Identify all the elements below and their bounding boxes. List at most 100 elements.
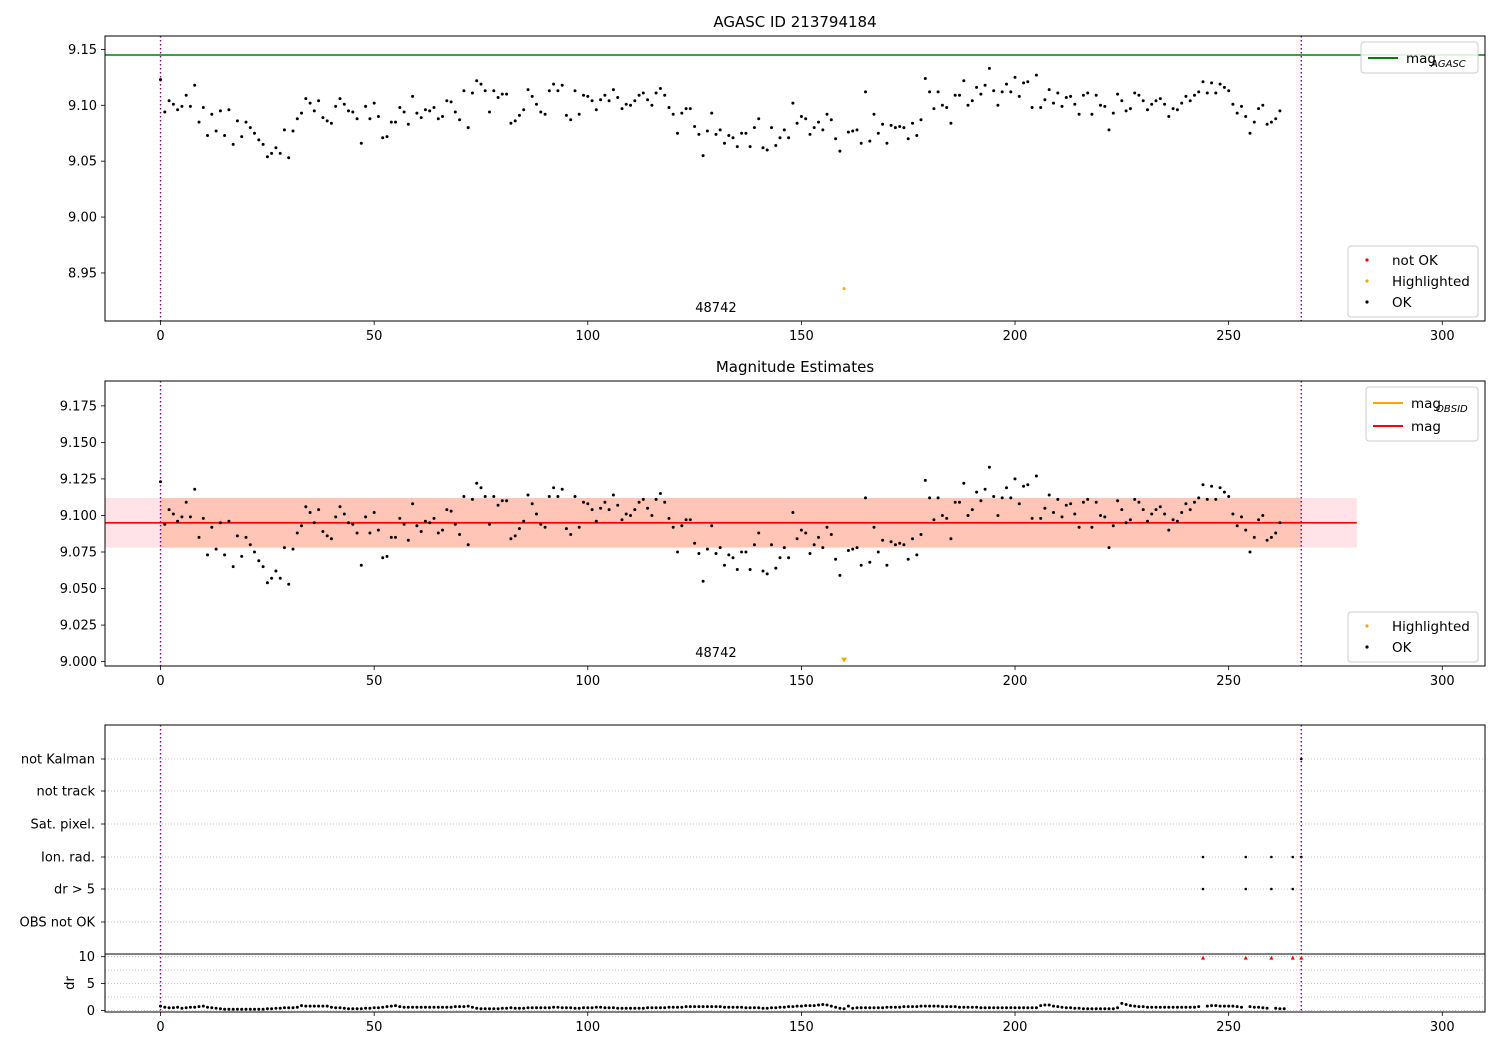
- ok-point: [859, 563, 863, 567]
- dr-point: [308, 1004, 312, 1008]
- ok-point: [347, 109, 350, 113]
- ok-point: [368, 117, 372, 121]
- ok-point: [1188, 508, 1192, 512]
- dr-point: [1077, 1006, 1081, 1010]
- ok-point: [176, 519, 180, 523]
- axes-frame: [104, 35, 1486, 322]
- dr-point: [979, 1006, 983, 1010]
- dr-point: [1210, 1004, 1214, 1008]
- ok-point: [962, 481, 966, 485]
- ok-point: [1120, 99, 1124, 103]
- ok-point: [633, 508, 637, 512]
- ok-point: [556, 89, 560, 93]
- dr-point: [334, 1006, 338, 1010]
- dr-point: [825, 1003, 829, 1007]
- dr-point: [282, 1006, 286, 1010]
- ok-point: [714, 552, 718, 555]
- ok-point: [1244, 528, 1248, 532]
- dr-clipped-marker: [1299, 955, 1304, 960]
- dr-point: [889, 1005, 893, 1009]
- dr-point: [671, 1005, 675, 1009]
- ok-point: [1167, 115, 1171, 118]
- ok-point: [500, 499, 504, 503]
- ok-point: [911, 121, 914, 125]
- ok-point: [432, 106, 436, 109]
- ok-point: [1052, 511, 1055, 514]
- dr-point: [342, 1006, 346, 1010]
- ok-point: [376, 528, 380, 532]
- y-tick-label: 9.100: [60, 509, 97, 524]
- y-tick-label: 9.10: [68, 99, 97, 114]
- ok-point: [616, 503, 620, 507]
- ok-point: [522, 108, 526, 112]
- ok-point: [359, 141, 363, 145]
- ok-point: [723, 141, 726, 145]
- ok-point: [599, 506, 603, 510]
- ok-point: [253, 131, 256, 135]
- dr-point: [876, 1006, 880, 1010]
- ok-point: [321, 530, 325, 533]
- ok-point: [351, 522, 355, 526]
- ok-point: [577, 112, 581, 116]
- dr-point: [411, 1005, 415, 1009]
- ok-point: [530, 502, 534, 506]
- dr-point: [492, 1007, 496, 1011]
- ok-point: [274, 146, 278, 150]
- ok-point: [253, 550, 256, 554]
- x-tick-label: 150: [789, 1020, 814, 1035]
- ok-point: [1077, 525, 1081, 529]
- ok-point: [270, 576, 274, 580]
- ok-point: [688, 518, 692, 522]
- dr-point: [1005, 1006, 1008, 1010]
- dr-point: [701, 1005, 705, 1009]
- ok-point: [201, 106, 205, 109]
- ok-point: [945, 516, 949, 520]
- ok-point: [923, 478, 927, 482]
- dr-point: [1034, 1006, 1038, 1010]
- dr-point: [1214, 1004, 1218, 1008]
- y-tick-label: 9.000: [60, 655, 97, 670]
- ok-point: [265, 155, 269, 159]
- dr-point: [637, 1006, 641, 1010]
- ok-point: [171, 102, 175, 106]
- dr-point: [372, 1006, 376, 1010]
- dr-point: [188, 1005, 192, 1009]
- dr-point: [795, 1004, 799, 1008]
- ok-point: [735, 145, 739, 149]
- ok-point: [594, 108, 598, 112]
- y-tick-label: 9.150: [60, 436, 97, 451]
- ok-point: [1005, 82, 1008, 86]
- ok-point: [244, 120, 248, 124]
- ok-point: [184, 500, 188, 504]
- dr-point: [406, 1005, 410, 1009]
- legend-marker: [1365, 624, 1369, 628]
- ok-point: [1193, 93, 1196, 97]
- dr-point: [620, 1006, 624, 1010]
- ok-point: [1000, 90, 1004, 94]
- dr-point: [329, 1005, 333, 1009]
- ok-point: [949, 537, 953, 541]
- ok-point: [287, 582, 291, 586]
- ok-point: [851, 129, 855, 133]
- dr-clipped-marker: [1290, 955, 1295, 960]
- ok-point: [462, 495, 466, 498]
- dr-point: [231, 1007, 235, 1011]
- dr-point: [415, 1005, 419, 1009]
- ok-point: [513, 534, 517, 538]
- ok-point: [210, 525, 214, 529]
- dr-point: [987, 1006, 991, 1010]
- dr-point: [1163, 1005, 1167, 1009]
- ok-point: [787, 136, 791, 140]
- ok-point: [637, 93, 641, 97]
- ok-point: [1094, 500, 1098, 504]
- dr-point: [325, 1004, 329, 1008]
- ok-point: [1201, 483, 1205, 487]
- ok-point: [1013, 75, 1017, 79]
- dr-point: [932, 1004, 936, 1008]
- dr-point: [564, 1006, 568, 1010]
- ok-point: [1103, 104, 1107, 108]
- ok-point: [329, 121, 333, 125]
- dr-point: [1107, 1007, 1111, 1011]
- dr-point: [1073, 1006, 1077, 1010]
- ok-point: [278, 576, 282, 580]
